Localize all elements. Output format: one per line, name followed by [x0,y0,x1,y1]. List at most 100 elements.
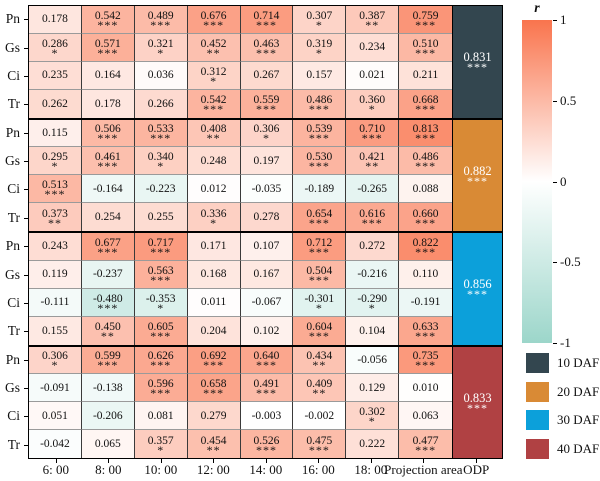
heatmap-cell: 0.571 *** [81,33,135,62]
odp-value: 0.831 [463,50,492,65]
cell-value: -0.035 [251,182,282,195]
heatmap-cell: 0.065 [81,430,135,458]
cell-value: 0.319 [306,37,333,50]
cell-significance: ** [206,442,221,457]
heatmap-cell: 0.409 ** [293,374,347,403]
y-tick-label-text: Gs [4,266,20,282]
heatmap-cell: -0.111 [29,288,82,317]
cell-significance: *** [308,131,330,146]
heatmap-cell: 0.321 * [134,33,188,62]
heatmap-cell: 0.306 * [29,346,82,375]
cell-value: 0.486 [412,151,439,164]
cell-value: 0.234 [359,41,386,54]
cell-significance: *** [150,386,172,401]
legend-label: 20 DAF [557,383,600,399]
cell-value: 0.604 [306,321,333,334]
heatmap-cell: 0.178 [29,6,82,34]
cell-value: 0.373 [42,207,68,220]
cell-significance: *** [415,215,437,230]
cell-significance: ** [206,131,221,146]
cell-significance: *** [415,131,437,146]
cell-significance: *** [255,102,277,117]
cell-value: 0.668 [412,94,439,107]
heatmap-cell: 0.486 *** [293,89,347,118]
cell-value: -0.301 [304,292,335,305]
heatmap-cell: 0.197 [240,147,294,176]
cell-significance: *** [203,17,225,32]
y-tick-label-text: Ci [7,408,20,424]
x-tick-label: 18: 00 [354,462,388,477]
heatmap-cell: -0.164 [81,175,135,204]
cell-value: 0.463 [253,37,280,50]
y-tick-label-text: Tr [7,436,20,452]
cell-value: -0.480 [92,292,123,305]
cell-value: 0.434 [306,350,333,363]
heatmap-cell: 0.452 ** [187,33,241,62]
cell-value: 0.571 [94,37,121,50]
cell-value: 0.171 [200,240,227,253]
heatmap-cell: 0.822 *** [399,233,452,261]
heatmap-cell: 0.408 ** [187,119,241,148]
cell-significance: *** [150,244,172,259]
heatmap-cell: 0.660 *** [399,203,452,231]
cell-value: 0.267 [253,69,280,82]
cell-value: 0.197 [253,154,280,167]
y-tick-label-text: Ci [7,294,20,310]
heatmap-cell: 0.633 *** [399,316,452,345]
cell-significance: *** [203,358,225,373]
y-tick-label-text: Ci [7,67,20,83]
heatmap-cell: 0.081 [134,402,188,431]
cell-significance: * [368,414,376,429]
heatmap-cell: 0.255 [134,203,188,231]
heatmap-cell: 0.735 *** [399,346,452,375]
y-tick-label-text: Ci [7,181,20,197]
odp-value: 0.833 [463,390,492,405]
colorbar-tick-label: -1 [560,335,571,350]
y-tick-label-text: Tr [7,323,20,339]
cell-value: 0.081 [147,409,174,422]
cell-significance: ** [365,159,380,174]
heatmap-cell: 0.616 *** [346,203,400,231]
cell-value: -0.056 [357,353,388,366]
x-tick-label: ODP [463,462,490,477]
cell-significance: *** [308,215,330,230]
heatmap-cell: -0.067 [240,288,294,317]
heatmap-cell: 0.157 [293,61,347,90]
cell-value: 0.409 [306,378,333,391]
cell-significance: *** [203,102,225,117]
heatmap-cells: 0.178 0.542 *** 0.489 *** 0.676 *** 0.714 *** 0.3… [29,6,452,458]
cell-value: 0.596 [147,378,174,391]
cell-value: 0.450 [94,321,121,334]
colorbar-tick-label: 0.5 [560,92,577,108]
cell-significance: *** [97,159,119,174]
odp-significance: *** [467,173,488,188]
y-tick-label-text: Pn [5,351,20,367]
legend-swatch [526,410,549,431]
cell-value: 0.563 [147,264,174,277]
cell-value: 0.102 [253,324,280,337]
heatmap-cell: -0.091 [29,374,82,403]
cell-value: 0.710 [359,123,386,136]
cell-significance: * [315,300,323,315]
colorbar-tick-label: 0 [560,173,567,189]
cell-significance: *** [308,272,330,287]
colorbar-tick-label: 1 [560,12,567,27]
cell-value: 0.104 [359,324,386,337]
odp-merged-cell: 0.833 *** [453,346,502,458]
heatmap-cell: 0.710 *** [346,119,400,148]
cell-value: 0.626 [147,350,174,363]
heatmap-group-1: 0.178 0.542 *** 0.489 *** 0.676 *** 0.714 *** 0.3… [29,6,452,120]
cell-significance: *** [255,45,277,60]
colorbar-tick-label: -0.5 [560,254,581,270]
odp-significance: *** [467,60,488,75]
heatmap-cell: 0.677 *** [81,233,135,261]
cell-significance: *** [415,159,437,174]
heatmap-cell: -0.056 [346,346,400,375]
cell-value: 0.735 [412,350,439,363]
y-tick-label: Pn [0,5,28,33]
cell-significance: ** [206,45,221,60]
x-tick-label: 12: 00 [196,462,230,477]
y-tick-label-text: Tr [7,96,20,112]
cell-value: 0.677 [94,236,121,249]
cell-value: 0.307 [306,9,333,22]
